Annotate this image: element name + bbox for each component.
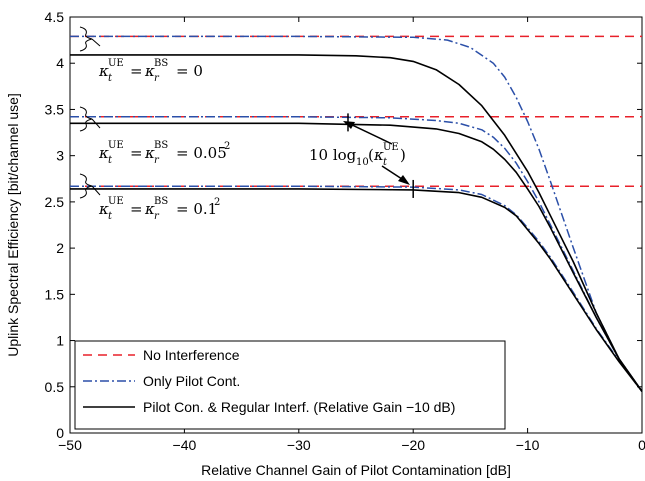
svg-text:2: 2 [224,141,230,152]
series-line-solid-group-1 [70,122,643,392]
svg-text:r: r [154,211,160,222]
annotation-kappa-0: κ t UE = κ r BS = 0 [79,26,203,84]
svg-text:κ: κ [144,200,155,218]
y-tick-label: 0 [56,425,64,441]
y-tick-label: 3 [56,148,64,164]
svg-text:t: t [108,211,113,222]
x-axis-label: Relative Channel Gain of Pilot Contamina… [201,462,511,478]
x-tick-label: −30 [287,437,311,453]
svg-text:(: ( [368,146,374,164]
annotation-brace-0 [79,26,93,52]
legend-label: No Interference [143,347,240,363]
svg-text:r: r [154,155,160,166]
x-tick-label: −20 [401,437,425,453]
legend-label: Only Pilot Cont. [143,373,240,389]
axis-ticks: −50 −40 −30 −20 −10 0 0 0.5 1 1.5 2 2.5 3 3.5 4 4.5 [45,9,645,453]
y-tick-label: 0.5 [45,379,65,395]
y-tick-label: 1 [56,333,64,349]
annotation-kappa-005: κ t UE = κ r BS = 0.05 2 [79,106,230,166]
svg-text:=: = [130,200,143,218]
annotation-leader-2 [91,185,101,196]
svg-text:= 0.1: = 0.1 [176,200,217,218]
svg-text:UE: UE [108,140,124,151]
svg-text:κ: κ [144,144,155,162]
svg-text:10: 10 [356,157,369,168]
y-axis-label: Uplink Spectral Efficiency [bit/channel … [5,93,21,357]
svg-text:10 log: 10 log [309,146,357,164]
svg-text:BS: BS [154,58,168,69]
svg-text:BS: BS [154,196,168,207]
legend: No Interference Only Pilot Cont. Pilot C… [74,340,506,430]
annotation-kappa-01: κ t UE = κ r BS = 0.1 2 [79,173,220,222]
svg-text:UE: UE [108,58,124,69]
svg-text:UE: UE [108,196,124,207]
svg-text:): ) [400,146,406,164]
svg-text:t: t [383,157,388,168]
svg-text:=: = [130,62,143,80]
svg-text:UE: UE [383,142,399,153]
y-tick-label: 4.5 [45,9,65,25]
series-line-solid-group-2 [70,188,643,392]
legend-box [74,340,506,430]
svg-text:2: 2 [214,197,220,208]
annotation-arrow-1 [347,122,393,145]
svg-text:κ: κ [98,62,109,80]
plot-area-frame [69,16,643,434]
x-tick-label: −10 [516,437,540,453]
svg-text:t: t [108,155,113,166]
annotation-brace-1 [79,106,93,132]
svg-text:κ: κ [144,62,155,80]
y-tick-label: 1.5 [45,286,65,302]
x-tick-label: −50 [58,437,82,453]
svg-text:κ: κ [98,200,109,218]
y-tick-label: 2 [56,240,64,256]
legend-entry-pilot-and-regular: Pilot Con. & Regular Interf. (Relative G… [83,399,455,415]
x-tick-label: 0 [638,437,645,453]
y-tick-label: 4 [56,55,64,71]
series-line-solid-group-0 [70,54,643,392]
annotation-leader-0 [91,38,101,47]
annotation-log-kappa: 10 log 10 ( κ t UE ) [309,121,410,185]
svg-text:=: = [130,144,143,162]
y-tick-label: 2.5 [45,194,65,210]
legend-label: Pilot Con. & Regular Interf. (Relative G… [143,399,455,415]
svg-text:= 0.05: = 0.05 [176,144,227,162]
svg-text:r: r [154,73,160,84]
x-tick-label: −40 [173,437,197,453]
y-tick-label: 3.5 [45,101,65,117]
annotation-leader-1 [91,118,101,129]
annotation-arrowhead-1 [343,121,355,129]
annotation-arrowhead-2 [398,175,410,185]
series-line-dashdot-group-1 [70,116,643,392]
svg-text:κ: κ [98,144,109,162]
svg-text:t: t [108,73,113,84]
svg-text:κ: κ [373,146,384,164]
legend-entry-only-pilot: Only Pilot Cont. [83,373,240,389]
svg-text:= 0: = 0 [176,62,203,80]
series-layer [70,35,643,392]
legend-entry-no-interference: No Interference [83,347,240,363]
svg-text:BS: BS [154,140,168,151]
